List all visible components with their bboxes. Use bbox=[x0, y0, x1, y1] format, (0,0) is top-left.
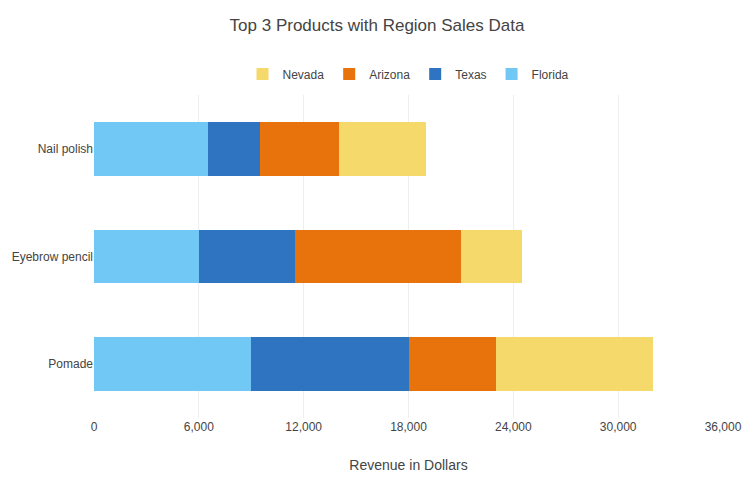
svg-text:24,000: 24,000 bbox=[495, 420, 532, 434]
svg-text:Florida: Florida bbox=[532, 68, 569, 82]
svg-text:12,000: 12,000 bbox=[285, 420, 322, 434]
svg-text:Arizona: Arizona bbox=[369, 68, 410, 82]
svg-text:0: 0 bbox=[91, 420, 98, 434]
svg-text:30,000: 30,000 bbox=[600, 420, 637, 434]
svg-text:18,000: 18,000 bbox=[390, 420, 427, 434]
svg-text:Pomade: Pomade bbox=[48, 357, 93, 371]
svg-text:Nail polish: Nail polish bbox=[38, 142, 93, 156]
svg-text:Texas: Texas bbox=[455, 68, 486, 82]
svg-text:36,000: 36,000 bbox=[705, 420, 742, 434]
svg-text:Eyebrow pencil: Eyebrow pencil bbox=[12, 250, 93, 264]
svg-text:6,000: 6,000 bbox=[184, 420, 214, 434]
svg-text:Top 3 Products with Region Sal: Top 3 Products with Region Sales Data bbox=[230, 16, 525, 35]
svg-text:Revenue in Dollars: Revenue in Dollars bbox=[349, 457, 467, 473]
svg-text:Nevada: Nevada bbox=[283, 68, 325, 82]
